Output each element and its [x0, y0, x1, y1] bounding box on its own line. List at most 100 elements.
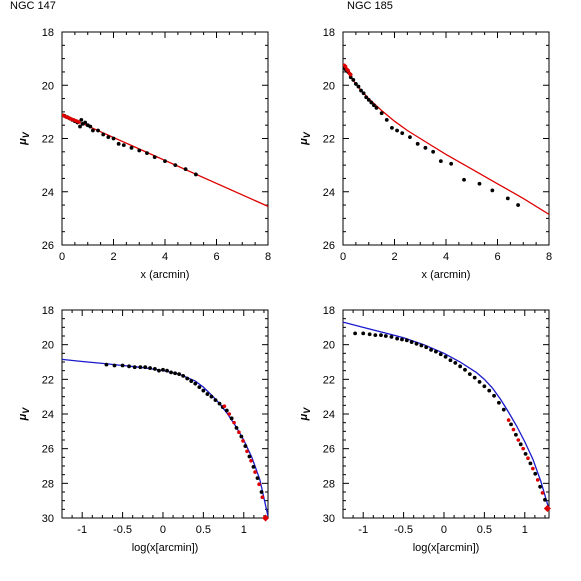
data-point	[78, 124, 82, 129]
data-point-red	[506, 418, 511, 422]
data-point	[243, 444, 248, 448]
data-point	[408, 135, 412, 140]
y-axis-label: μV	[17, 131, 31, 146]
data-point	[472, 375, 477, 380]
y-tick-label: 20	[42, 340, 54, 352]
data-point	[251, 464, 256, 469]
y-tick-label: 26	[323, 444, 335, 456]
data-point	[477, 380, 482, 384]
data-point-red	[511, 427, 516, 432]
data-point	[501, 407, 506, 412]
data-point	[390, 125, 394, 130]
x-tick-label: 2	[391, 251, 397, 263]
data-point	[165, 368, 169, 373]
y-tick-label: 24	[42, 187, 54, 199]
data-point	[487, 388, 492, 393]
x-tick-label: 1	[522, 524, 528, 536]
data-point-red	[521, 446, 525, 451]
y-tick-label: 22	[42, 134, 54, 146]
y-tick-label: 18	[323, 305, 335, 317]
data-point	[255, 476, 260, 481]
plot-frame	[342, 31, 550, 246]
data-point	[509, 422, 513, 427]
data-point	[434, 349, 438, 354]
data-point	[177, 372, 182, 377]
fit-curve	[343, 321, 549, 510]
data-point	[194, 172, 198, 177]
data-point	[419, 343, 424, 348]
plot-frame	[61, 309, 269, 519]
fit-curve	[62, 358, 268, 517]
data-point	[383, 334, 388, 338]
data-point	[462, 177, 466, 182]
data-point	[224, 408, 229, 413]
y-tick-label: 26	[323, 240, 335, 252]
data-point	[373, 333, 378, 338]
fit-curve	[343, 63, 549, 215]
data-point	[157, 368, 161, 373]
y-tick-label: 24	[42, 409, 54, 421]
data-point	[384, 117, 389, 122]
data-point	[127, 364, 131, 369]
x-axis-label: log(x[arcmin])	[413, 542, 480, 554]
y-tick-label: 18	[42, 305, 54, 317]
data-point	[152, 155, 157, 160]
data-point	[523, 451, 528, 456]
data-point	[448, 358, 453, 363]
plot-area	[62, 358, 268, 518]
data-point-red	[343, 64, 348, 69]
data-point-red	[346, 68, 350, 73]
x-tick-label: 0	[59, 251, 65, 263]
data-point	[83, 120, 88, 125]
y-tick-label: 22	[42, 374, 54, 386]
y-tick-label: 24	[323, 409, 335, 421]
x-tick-label: 0	[340, 251, 346, 263]
data-point	[369, 100, 374, 105]
data-point	[438, 159, 443, 164]
endpoint-marker	[543, 504, 551, 513]
data-point	[137, 148, 142, 153]
data-point	[379, 333, 383, 338]
data-point	[197, 385, 202, 390]
data-point	[366, 97, 371, 102]
plot-area	[343, 63, 549, 215]
data-point	[153, 367, 157, 371]
data-point	[348, 75, 353, 80]
y-tick-label: 22	[323, 134, 335, 146]
chart-panel-bottom-right: -1 -0.5 0 0.5 1 18 20 22 24 26 28 30 log(x[arcmin]) μ…	[298, 305, 551, 554]
data-point	[234, 425, 239, 430]
data-point	[379, 111, 384, 116]
data-point	[189, 379, 194, 383]
data-point	[429, 347, 433, 352]
data-point	[173, 371, 178, 376]
data-point	[239, 434, 244, 439]
data-point	[533, 471, 538, 476]
data-point	[423, 145, 428, 150]
data-point	[138, 365, 143, 370]
data-point	[209, 394, 214, 399]
data-point	[161, 367, 165, 372]
x-tick-label: 8	[265, 251, 271, 263]
data-point	[104, 362, 109, 367]
data-point	[516, 203, 520, 207]
data-point	[415, 141, 420, 146]
chart-panel-bottom-left: -1 -0.5 0 0.5 1 18 20 22 24 26 28 30 log(x[arcmin]) μ…	[17, 305, 270, 554]
data-point	[374, 105, 379, 110]
x-tick-label: -1	[77, 524, 87, 536]
y-tick-label: 20	[323, 340, 335, 352]
data-point	[372, 103, 376, 108]
data-point	[213, 398, 218, 403]
y-tick-label: 24	[323, 187, 335, 199]
data-point	[414, 341, 419, 346]
data-point	[351, 78, 356, 82]
data-point	[364, 95, 369, 100]
x-tick-label: -0.5	[394, 524, 413, 536]
y-tick-label: 20	[42, 80, 54, 92]
x-tick-label: 1	[241, 524, 247, 536]
data-point	[458, 364, 463, 369]
x-tick-label: 6	[494, 251, 500, 263]
x-tick-label: -0.5	[113, 524, 132, 536]
data-point-red	[540, 491, 545, 495]
data-point	[112, 363, 117, 368]
